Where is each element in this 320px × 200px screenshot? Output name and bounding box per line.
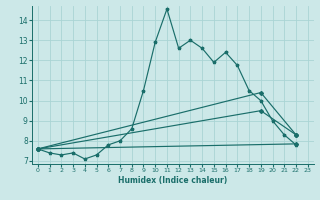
X-axis label: Humidex (Indice chaleur): Humidex (Indice chaleur)	[118, 176, 228, 185]
